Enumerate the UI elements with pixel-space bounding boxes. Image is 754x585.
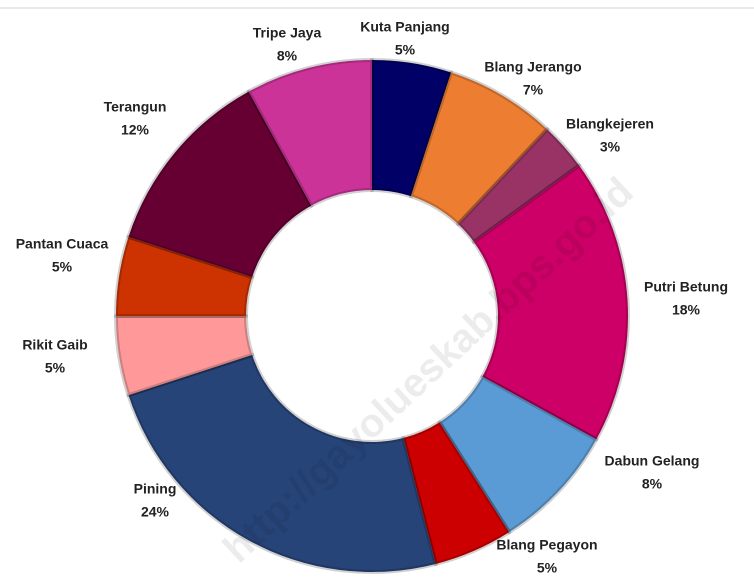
slices (114, 58, 630, 574)
category-label: Putri Betung (644, 279, 728, 295)
category-label: Blang Jerango (484, 59, 581, 75)
donut-slice (471, 163, 630, 442)
value-label: 7% (523, 82, 544, 98)
value-label: 8% (642, 476, 663, 492)
value-label: 3% (600, 139, 621, 155)
labels: Kuta Panjang 5% Blang Jerango 7% Blangkejere… (16, 19, 728, 576)
donut-slice (370, 58, 454, 199)
category-label: Rikit Gaib (22, 337, 87, 353)
value-label: 5% (52, 259, 73, 275)
value-label: 5% (395, 42, 416, 58)
donut-slice (408, 70, 550, 227)
value-label: 5% (537, 560, 558, 576)
category-label: Pantan Cuaca (16, 236, 109, 252)
category-label: Blangkejeren (566, 116, 654, 132)
donut-slice (126, 352, 438, 574)
value-label: 8% (277, 48, 298, 64)
donut-slice (114, 234, 255, 318)
category-label: Pining (134, 481, 177, 497)
category-label: Dabun Gelang (605, 453, 700, 469)
donut-slice (456, 127, 582, 244)
donut-slice (401, 420, 512, 566)
value-label: 24% (141, 504, 170, 520)
donut-slice (126, 89, 314, 280)
category-label: Terangun (104, 99, 167, 115)
category-label: Kuta Panjang (360, 19, 449, 35)
value-label: 12% (121, 122, 150, 138)
donut-slice (246, 58, 374, 208)
value-label: 18% (672, 302, 701, 318)
donut-slice (437, 374, 599, 535)
category-label: Tripe Jaya (253, 25, 322, 41)
value-label: 5% (45, 360, 66, 376)
category-label: Blang Pegayon (496, 537, 597, 553)
